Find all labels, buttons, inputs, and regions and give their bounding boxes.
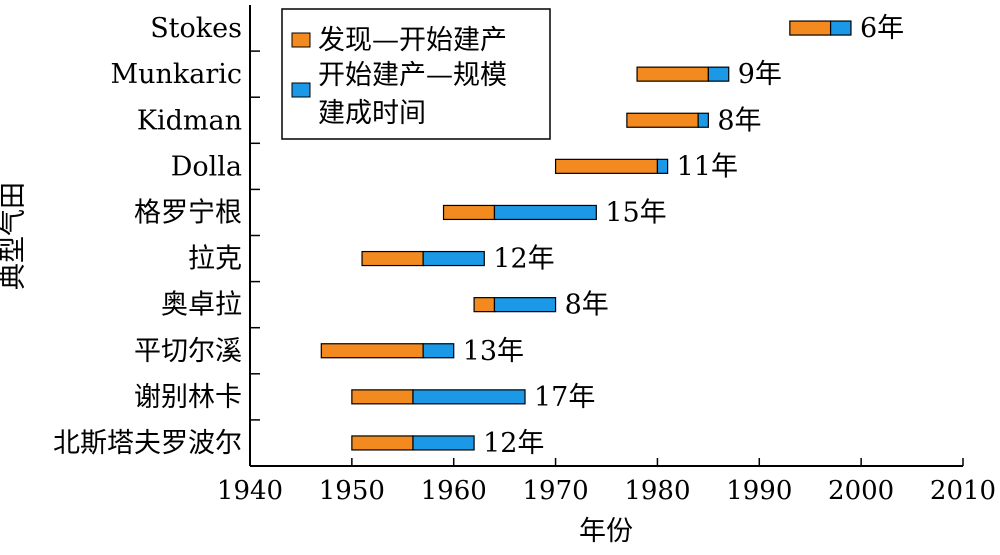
legend-label-construction-line1: 开始建产—规模: [318, 60, 507, 91]
bar-build-to-scale: [422, 250, 485, 267]
y-tick-label: 格罗宁根: [134, 197, 242, 228]
data-label: 13年: [463, 336, 524, 367]
x-tick-label: 1970: [522, 476, 588, 506]
bar-build-to-scale: [707, 66, 730, 82]
bar-build-to-scale: [493, 204, 597, 221]
data-label: 12年: [493, 244, 554, 275]
y-tick-label: Munkaric: [110, 59, 242, 90]
bars-group: [320, 20, 852, 451]
bar-build-to-scale: [656, 158, 669, 174]
x-tick-label: 1980: [624, 476, 690, 506]
data-label: 15年: [605, 197, 666, 228]
data-labels-group: 6年 9年 8年 11年 15年 12年 8年 13年 17年 12年: [463, 13, 904, 459]
y-axis-title: 典型气田: [0, 182, 29, 290]
bar-build-to-scale: [697, 112, 709, 128]
y-tick-label: Kidman: [137, 105, 242, 136]
bar-build-to-scale: [829, 20, 852, 36]
legend-swatch-discovery: [291, 32, 311, 48]
legend-label-discovery: 发现—开始建产: [318, 25, 507, 56]
bar-discovery-to-build: [351, 435, 414, 451]
bar-discovery-to-build: [320, 343, 424, 359]
bar-discovery-to-build: [351, 389, 414, 405]
bar-discovery-to-build: [626, 112, 699, 128]
data-label: 6年: [860, 13, 904, 44]
y-tick-label: 北斯塔夫罗波尔: [53, 428, 242, 459]
data-label: 8年: [565, 290, 609, 321]
legend-box: [281, 8, 551, 140]
y-tick-label: Dolla: [171, 151, 242, 182]
data-label: 8年: [717, 105, 761, 136]
y-tick-label: 奥卓拉: [161, 290, 242, 321]
bar-build-to-scale: [422, 343, 455, 359]
x-tick-label: 2010: [930, 476, 996, 506]
x-tick-label: 1990: [726, 476, 792, 506]
bar-build-to-scale: [412, 435, 475, 451]
x-tick-label: 1940: [217, 476, 283, 506]
data-label: 11年: [677, 151, 738, 182]
bar-discovery-to-build: [361, 250, 424, 267]
bar-discovery-to-build: [442, 204, 496, 221]
legend-label-construction-line2: 建成时间: [318, 98, 426, 129]
data-label: 9年: [738, 59, 782, 90]
y-axis-ticks: Stokes Munkaric Kidman Dolla 格罗宁根拉克奥卓拉平切尔溪谢别…: [53, 13, 260, 459]
bar-discovery-to-build: [554, 158, 659, 174]
legend-swatch-construction: [291, 82, 311, 98]
y-tick-label: Stokes: [150, 13, 242, 44]
data-label: 17年: [534, 382, 595, 413]
bar-discovery-to-build: [789, 20, 832, 36]
data-label: 12年: [483, 428, 544, 459]
bar-build-to-scale: [412, 389, 526, 405]
x-axis-title: 年份: [579, 516, 633, 547]
bar-discovery-to-build: [636, 66, 709, 82]
y-tick-label: 谢别林卡: [134, 382, 242, 413]
y-tick-label: 拉克: [188, 244, 242, 275]
bar-discovery-to-build: [473, 297, 496, 313]
x-tick-label: 1960: [421, 476, 487, 506]
x-axis-ticks: 1940 1950 1960 1970 1980 1990 2000 2010: [217, 458, 996, 506]
bar-build-to-scale: [493, 297, 557, 313]
x-tick-label: 1950: [319, 476, 385, 506]
x-tick-label: 2000: [828, 476, 894, 506]
legend: 发现—开始建产 开始建产—规模 建成时间: [281, 8, 551, 140]
y-tick-label: 平切尔溪: [134, 336, 242, 367]
